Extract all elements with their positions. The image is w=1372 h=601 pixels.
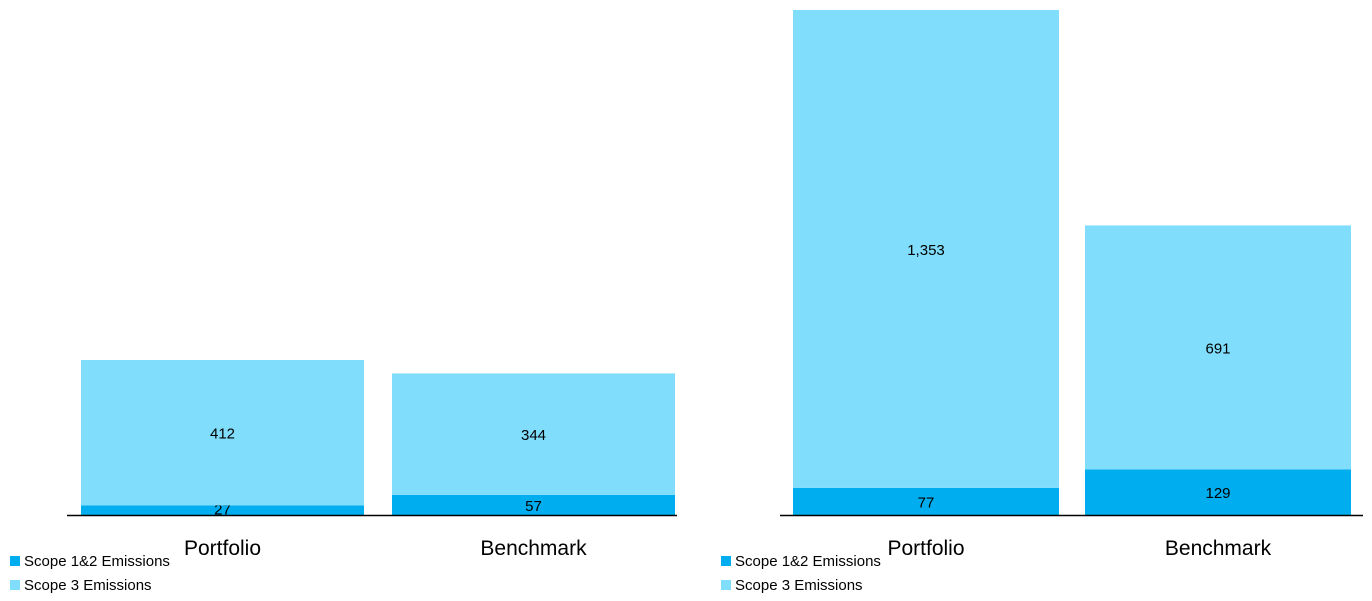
data-label: 57 xyxy=(525,498,542,515)
bar-portfolio-series-2 xyxy=(793,10,1059,488)
bar-benchmark-series-1 xyxy=(1085,469,1351,515)
chart-1: 27 412 Portfolio 57 344 Benchmark Scope 1&2 Em… xyxy=(10,360,677,594)
category-label: Portfolio xyxy=(887,537,964,560)
data-label: 77 xyxy=(918,494,935,511)
category-label: Benchmark xyxy=(480,537,587,560)
bar-portfolio-series-1 xyxy=(81,505,364,515)
data-label: 27 xyxy=(214,502,231,519)
legend-swatch xyxy=(10,556,20,566)
legend-label: Scope 1&2 Emissions xyxy=(735,553,881,570)
legend-label: Scope 3 Emissions xyxy=(24,577,152,594)
legend-label: Scope 3 Emissions xyxy=(735,577,863,594)
bar-portfolio-series-2 xyxy=(81,360,364,506)
data-label: 412 xyxy=(210,426,235,443)
data-label: 344 xyxy=(521,427,546,444)
bar-benchmark-series-1 xyxy=(392,494,675,515)
bar-benchmark-series-2 xyxy=(1085,225,1351,470)
legend-swatch xyxy=(721,556,731,566)
legend-swatch xyxy=(721,580,731,590)
category-label: Portfolio xyxy=(184,537,261,560)
chart-2: 77 1,353 Portfolio 129 691 Benchmark Scope 1&2… xyxy=(721,10,1363,594)
bar-portfolio-series-1 xyxy=(793,487,1059,515)
data-label: 1,353 xyxy=(907,242,945,259)
legend-label: Scope 1&2 Emissions xyxy=(24,553,170,570)
bar-benchmark-series-2 xyxy=(392,373,675,495)
data-label: 129 xyxy=(1205,485,1230,502)
legend-swatch xyxy=(10,580,20,590)
data-label: 691 xyxy=(1205,340,1230,357)
category-label: Benchmark xyxy=(1165,537,1272,560)
